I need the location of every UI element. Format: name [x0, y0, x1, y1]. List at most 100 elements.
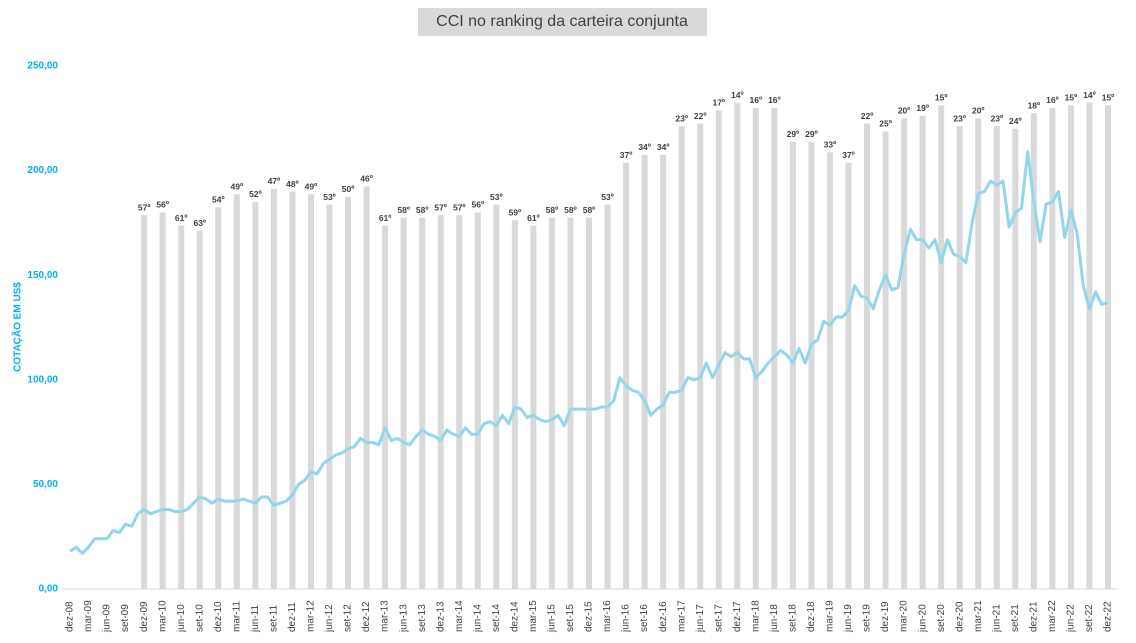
data-label: 33º [824, 140, 837, 150]
x-tick-label: dez-10 [213, 601, 224, 632]
x-tick-label: jun-19 [843, 604, 854, 633]
x-tick-label: jun-14 [472, 604, 483, 633]
bar [808, 141, 815, 589]
bar [567, 217, 574, 590]
bar [734, 102, 741, 590]
data-label: 34º [657, 142, 670, 152]
data-label: 49º [231, 181, 244, 191]
x-tick-label: jun-17 [695, 604, 706, 633]
x-tick-label: mar-12 [306, 600, 317, 632]
bar [901, 118, 908, 590]
data-label: 61º [379, 213, 392, 223]
x-tick-label: set-16 [639, 604, 650, 632]
x-tick-label: set-13 [417, 604, 428, 632]
x-tick-label: set-19 [862, 604, 873, 632]
data-label: 50º [342, 184, 355, 194]
data-label: 14º [731, 90, 744, 100]
x-tick-label: jun-16 [621, 604, 632, 633]
x-tick-label: set-21 [1010, 604, 1021, 632]
bar [678, 126, 685, 590]
bar [586, 217, 592, 590]
data-label: 15º [1065, 92, 1078, 102]
x-tick-label: set-20 [936, 604, 947, 632]
x-tick-label: mar-10 [157, 600, 168, 632]
x-tick-label: set-09 [120, 604, 131, 632]
data-label: 46º [360, 174, 373, 184]
data-label: 59º [509, 208, 522, 218]
bar [196, 230, 203, 589]
data-label: 57º [434, 202, 447, 212]
data-label: 19º [916, 103, 929, 113]
bar [938, 105, 945, 589]
x-tick-label: jun-21 [991, 604, 1002, 633]
data-label: 29º [805, 129, 818, 139]
x-tick-label: set-10 [194, 604, 205, 632]
x-tick-label: mar-18 [750, 600, 761, 632]
bar [1049, 107, 1056, 589]
bar [789, 141, 796, 589]
data-label: 29º [787, 129, 800, 139]
bar [326, 204, 333, 589]
data-label: 53º [601, 192, 614, 202]
x-tick-label: jun-11 [250, 605, 261, 633]
y-tick-label: 100,00 [27, 374, 58, 385]
x-tick-label: dez-22 [1103, 601, 1114, 632]
bar [641, 154, 648, 589]
bar [956, 126, 963, 590]
y-tick-label: 200,00 [27, 165, 58, 176]
bar [159, 212, 166, 589]
y-axis-label: COTAÇÃO EM US$ [11, 282, 24, 372]
bar [752, 107, 759, 589]
x-tick-label: jun-12 [324, 604, 335, 633]
x-tick-label: dez-16 [658, 601, 669, 632]
data-label: 58º [416, 205, 429, 215]
bar [1105, 105, 1111, 589]
x-tick-label: mar-22 [1047, 600, 1058, 632]
x-tick-label: mar-17 [676, 600, 687, 632]
x-tick-label: dez-13 [435, 601, 446, 632]
x-tick-label: dez-18 [806, 601, 817, 632]
x-tick-label: set-22 [1084, 604, 1095, 632]
x-tick-label: set-12 [343, 604, 354, 632]
data-label: 54º [212, 194, 225, 204]
bar [623, 162, 630, 589]
x-tick-label: set-14 [491, 604, 502, 632]
bar [493, 204, 500, 589]
x-tick-label: mar-14 [454, 600, 465, 632]
data-label: 49º [305, 181, 318, 191]
data-label: 58º [397, 205, 410, 215]
bar [975, 118, 982, 590]
bar [919, 115, 926, 589]
x-tick-label: dez-15 [584, 601, 595, 632]
data-label: 63º [193, 218, 206, 228]
bar [826, 152, 833, 590]
x-tick-label: set-18 [788, 604, 799, 632]
bar [511, 220, 518, 589]
data-label: 20º [898, 106, 911, 116]
bar [715, 110, 722, 589]
y-tick-label: 250,00 [27, 61, 58, 72]
data-label: 58º [564, 205, 577, 215]
x-tick-label: set-17 [713, 604, 724, 632]
data-label: 53º [490, 192, 503, 202]
bar [141, 215, 148, 589]
data-label: 57º [138, 202, 151, 212]
bar [993, 126, 1000, 590]
data-label: 17º [712, 98, 725, 108]
data-label: 37º [620, 150, 633, 160]
bar [1030, 113, 1037, 589]
x-tick-label: jun-09 [102, 604, 113, 633]
x-tick-label: set-15 [565, 604, 576, 632]
x-tick-label: jun-13 [398, 604, 409, 633]
x-tick-label: jun-15 [547, 604, 558, 633]
bar [400, 217, 407, 590]
data-label: 24º [1009, 116, 1022, 126]
data-label: 56º [156, 200, 169, 210]
data-label: 16º [768, 95, 781, 105]
data-label: 15º [1102, 92, 1115, 102]
x-tick-label: dez-09 [139, 601, 150, 632]
data-label: 25º [879, 119, 892, 129]
bar [604, 204, 611, 589]
bar [233, 194, 240, 589]
